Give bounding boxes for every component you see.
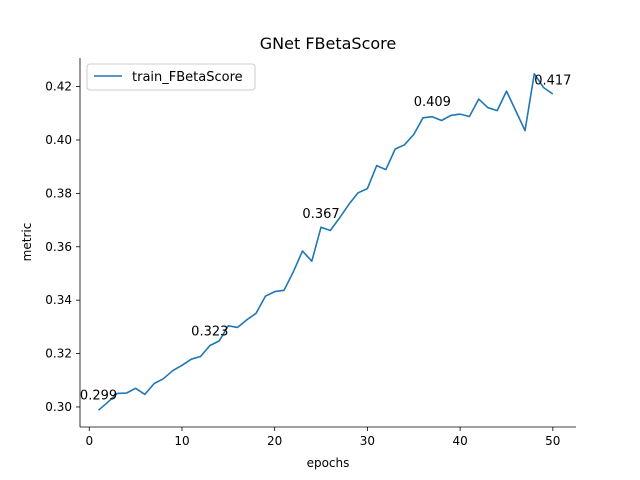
data-label: 0.409	[414, 95, 451, 110]
y-tick-label: 0.30	[45, 400, 72, 414]
y-tick-label: 0.32	[45, 347, 72, 361]
chart-title: GNet FBetaScore	[260, 34, 396, 53]
legend: train_FBetaScore	[86, 63, 256, 91]
y-tick-label: 0.38	[45, 186, 72, 200]
x-tick-label: 0	[85, 434, 93, 448]
x-tick-label: 10	[174, 434, 189, 448]
data-label: 0.367	[302, 207, 339, 222]
x-axis-label: epochs	[307, 456, 350, 470]
data-label: 0.299	[80, 389, 117, 404]
x-tick-label: 50	[545, 434, 560, 448]
data-label: 0.417	[534, 74, 571, 89]
y-tick-label: 0.34	[45, 293, 72, 307]
x-tick-label: 30	[360, 434, 375, 448]
x-tick-label: 20	[267, 434, 282, 448]
y-tick-label: 0.40	[45, 133, 72, 147]
x-tick-label: 40	[452, 434, 467, 448]
plot-area: 0.299 0.323 0.367 0.409 0.417	[80, 73, 571, 411]
series-line	[97, 73, 554, 411]
y-axis-label: metric	[20, 223, 34, 262]
legend-box	[86, 63, 256, 91]
y-tick-label: 0.36	[45, 240, 72, 254]
y-axis-ticks: 0.30 0.32 0.34 0.36 0.38 0.40 0.42	[45, 80, 80, 414]
x-axis-ticks: 0 10 20 30 40 50	[85, 427, 560, 448]
y-tick-label: 0.42	[45, 80, 72, 94]
data-label: 0.323	[191, 325, 228, 340]
legend-label: train_FBetaScore	[132, 70, 243, 85]
